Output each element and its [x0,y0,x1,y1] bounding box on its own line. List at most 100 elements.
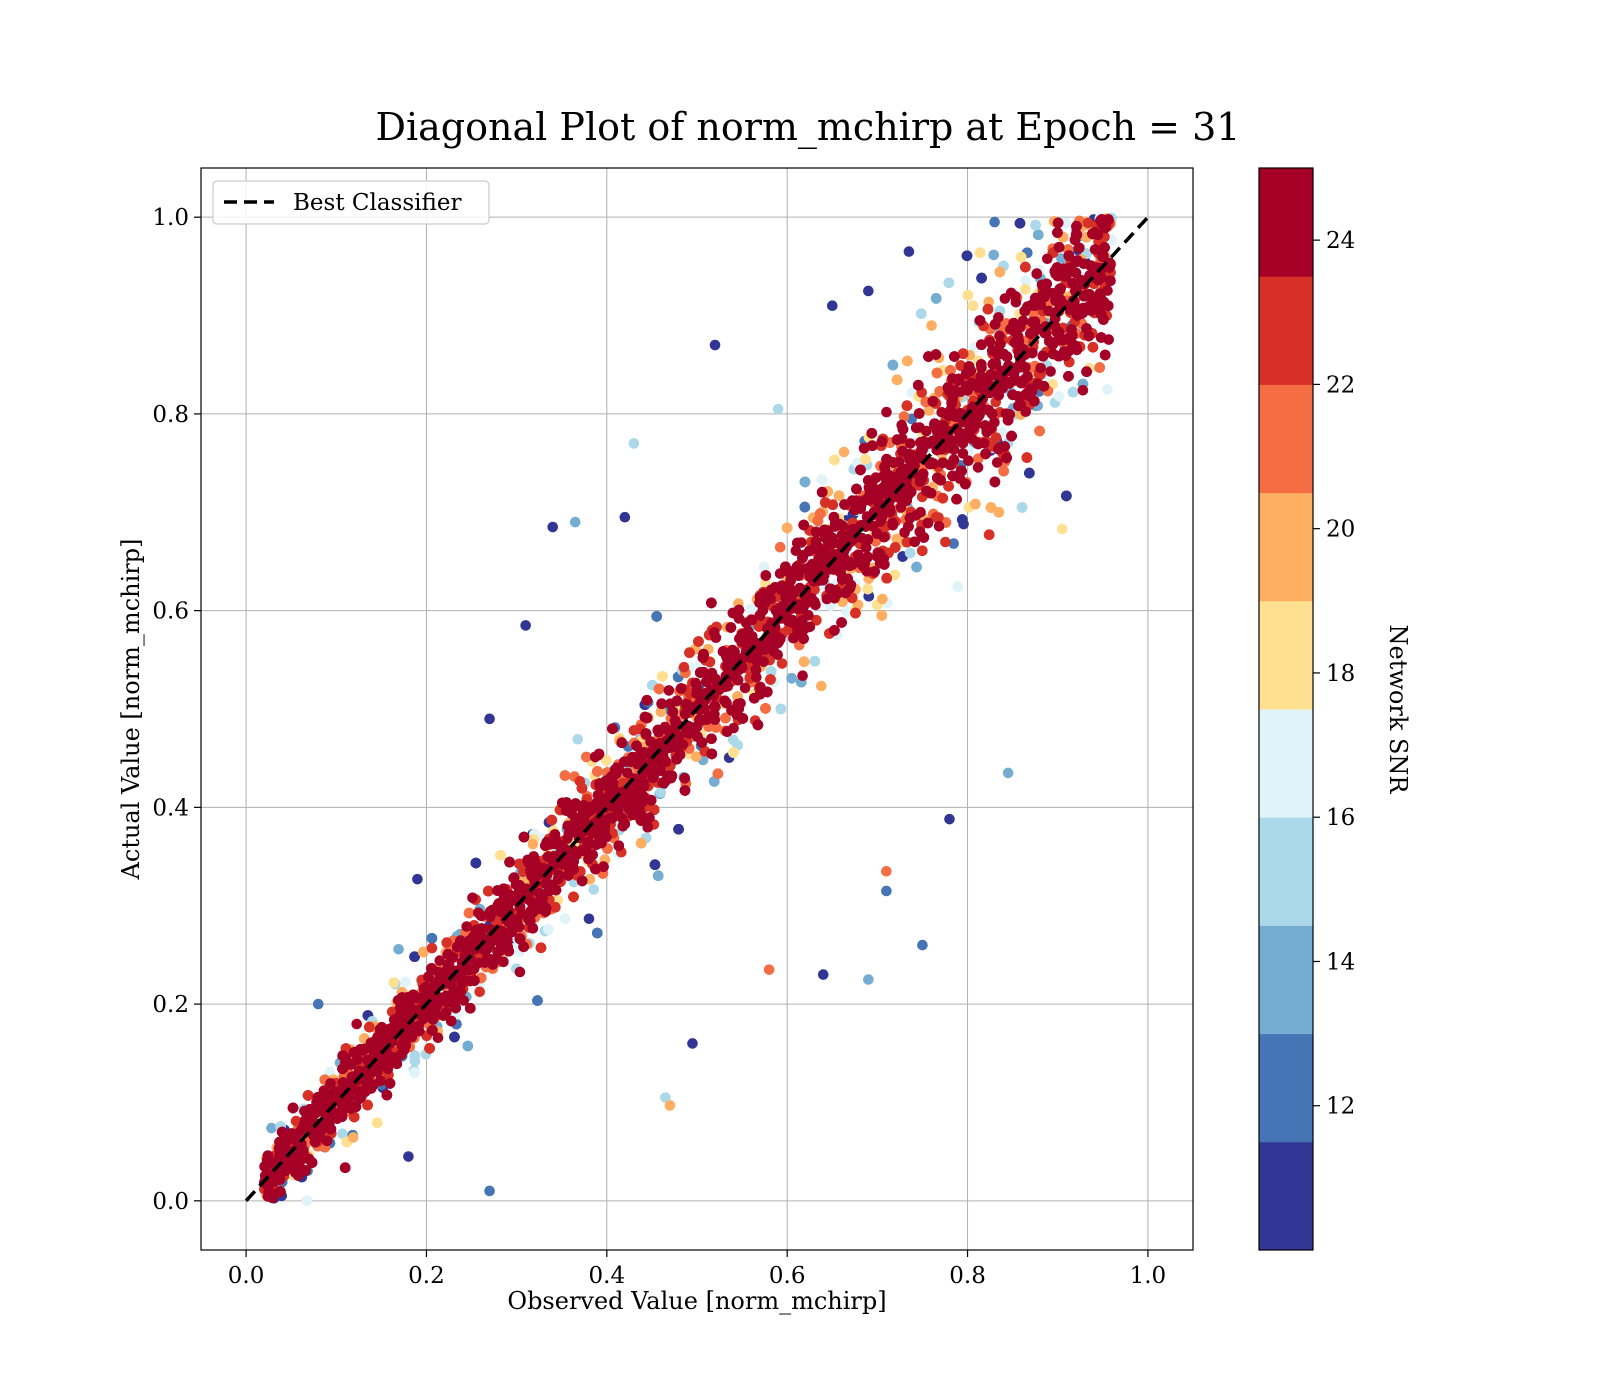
scatter-point [693,636,704,647]
scatter-point [337,1128,348,1139]
scatter-point [583,913,595,925]
scatter-point [1094,362,1105,373]
scatter-point [1020,283,1031,295]
scatter-points [259,212,1118,1207]
scatter-point [550,902,561,913]
scatter-point [952,581,964,592]
scatter-point [568,891,579,903]
scatter-point [1053,391,1065,402]
chart-title: Diagonal Plot of norm_mchirp at Epoch = … [376,105,1241,150]
scatter-point [684,647,695,658]
scatter-point [926,320,937,331]
scatter-point [901,400,913,412]
scatter-point [915,308,927,320]
scatter-point [980,448,991,460]
scatter-point [866,428,878,439]
scatter-point [927,396,939,407]
scatter-point [462,1040,474,1052]
scatter-point [994,266,1006,278]
scatter-point [463,907,475,919]
scatter-point [948,538,959,549]
scatter-point [911,561,922,573]
scatter-point [1021,452,1033,463]
scatter-point [347,1132,359,1143]
scatter-point [961,250,973,262]
scatter-point [1082,217,1094,229]
scatter-point [409,951,420,962]
scatter-point [393,944,404,955]
scatter-point [850,607,861,619]
scatter-point [572,733,583,745]
scatter-point [1014,218,1026,229]
scatter-point [998,465,1009,477]
scatter-point [889,569,901,581]
scatter-point [470,857,482,869]
scatter-point [829,454,840,466]
scatter-point [364,1021,375,1033]
scatter-point [809,655,821,667]
scatter-point [1067,386,1079,398]
scatter-point [860,454,871,465]
scatter-point [651,611,662,622]
scatter-point [765,674,776,685]
scatter-point [1031,268,1043,280]
scatter-point [301,1195,313,1207]
scatter-point [1081,366,1092,378]
scatter-point [1020,275,1031,287]
scatter-point [372,1117,383,1129]
scatter-point [786,673,797,684]
scatter-point [852,599,864,611]
scatter-point [993,507,1005,518]
scatter-point [1087,342,1099,353]
scatter-point [851,483,862,495]
scatter-point [1034,425,1045,437]
scatter-point [351,1018,363,1030]
scatter-point [827,499,838,511]
scatter-point [592,927,603,939]
scatter-point [930,293,942,304]
scatter-point [725,622,737,633]
scatter-point [1030,219,1041,231]
scatter-point [576,783,588,794]
scatter-point [655,787,666,798]
scatter-point [409,1067,420,1078]
scatter-point [607,723,618,735]
scatter-point [449,1031,460,1043]
scatter-point [592,766,603,777]
scatter-point [881,572,892,584]
scatter-point [559,913,571,924]
scatter-point [532,995,543,1006]
scatter-point [657,671,668,682]
scatter-point [799,476,811,488]
scatter-point [931,367,943,379]
scatter-point [649,859,661,870]
scatter-point [816,474,828,485]
scatter-point [400,976,411,988]
scatter-point [774,541,786,553]
scatter-point [988,249,999,261]
scatter-point [673,824,684,835]
scatter-point [535,942,547,954]
scatter-point [601,755,612,766]
scatter-point [426,942,438,954]
scatter-point [302,1090,314,1101]
scatter-point [1001,351,1013,363]
scatter-point [974,247,986,258]
scatter-point [862,583,874,595]
scatter-point [940,536,951,548]
scatter-point [798,656,810,667]
scatter-point [409,1050,421,1061]
scatter-point [970,498,981,510]
scatter-point [1033,229,1044,241]
scatter-point [877,593,888,605]
scatter-point [1060,217,1072,229]
scatter-point [876,610,888,621]
scatter-point [1024,467,1035,479]
scatter-point [989,476,1001,488]
scatter-point [937,493,949,504]
scatter-point [678,661,690,673]
scatter-point [838,446,850,458]
scatter-point [958,518,969,530]
scatter-point [675,683,687,694]
